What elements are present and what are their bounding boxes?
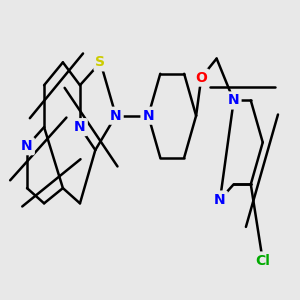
Text: N: N bbox=[228, 94, 239, 107]
Text: S: S bbox=[95, 56, 106, 69]
Text: N: N bbox=[74, 120, 86, 134]
Text: N: N bbox=[110, 109, 122, 123]
Text: N: N bbox=[21, 139, 33, 153]
Text: Cl: Cl bbox=[255, 254, 270, 268]
Text: N: N bbox=[142, 109, 154, 123]
Text: N: N bbox=[214, 193, 226, 206]
Text: O: O bbox=[195, 70, 207, 85]
